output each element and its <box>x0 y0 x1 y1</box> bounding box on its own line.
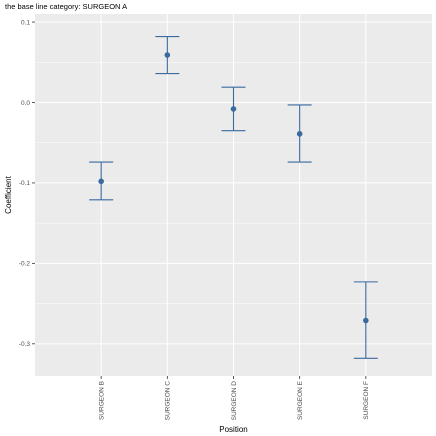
y-tick-label: -0.3 <box>19 341 31 348</box>
y-tick-label: -0.2 <box>19 261 31 268</box>
x-tick-label: SURGEON B <box>98 381 105 420</box>
point-estimate <box>363 317 369 324</box>
x-axis-label: Position <box>219 425 247 434</box>
y-axis-label: Coefficient <box>4 175 13 213</box>
point-estimate <box>164 52 171 58</box>
error-bars <box>89 35 378 359</box>
x-axis: SURGEON B SURGEON C SURGEON D SURGEON E SURG… <box>98 376 370 420</box>
errorbar-surgeon-b <box>89 161 114 201</box>
x-tick-label: SURGEON F <box>363 381 370 420</box>
x-tick-label: SURGEON E <box>297 380 304 420</box>
point-estimate <box>296 131 303 137</box>
y-axis: 0.1 0.0 -0.1 -0.2 -0.3 <box>19 19 35 348</box>
errorbar-surgeon-c <box>155 35 180 75</box>
point-estimate <box>98 178 104 185</box>
y-tick-label: -0.1 <box>19 180 31 187</box>
x-tick-label: SURGEON D <box>231 381 238 421</box>
errorbar-surgeon-d <box>221 86 246 132</box>
y-tick-label: 0.1 <box>21 19 30 26</box>
errorbar-surgeon-e <box>287 104 312 163</box>
errorbar-surgeon-f <box>353 281 378 359</box>
chart-title: the base line category: SURGEON A <box>5 2 128 11</box>
x-tick-label: SURGEON C <box>165 381 172 421</box>
y-tick-label: 0.0 <box>21 100 30 107</box>
point-estimate <box>230 106 237 112</box>
